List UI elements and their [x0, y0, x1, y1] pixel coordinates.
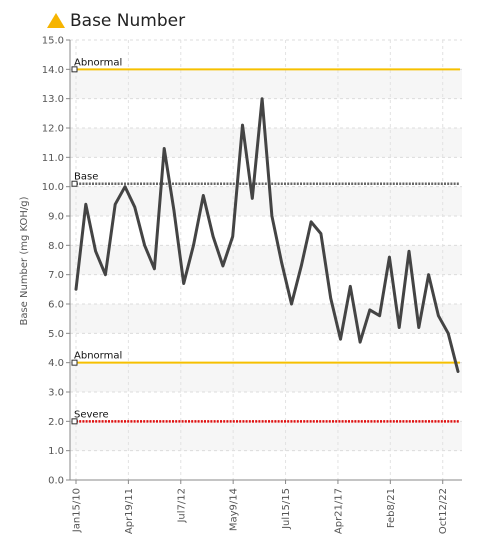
x-tick-label: Jul7/12 [176, 488, 187, 524]
data-point [407, 250, 411, 253]
y-tick-label: 11.0 [42, 153, 64, 164]
data-point [192, 244, 195, 247]
warning-triangle-icon [47, 13, 65, 28]
x-tick-label: May9/14 [229, 488, 240, 531]
series-line [74, 97, 460, 373]
reference-label: Base [74, 172, 98, 183]
data-point [339, 338, 342, 341]
series-group [74, 97, 460, 373]
reference-label: Severe [74, 409, 109, 420]
y-tick-label: 1.0 [48, 446, 64, 457]
y-tick-label: 13.0 [42, 94, 64, 105]
data-point [417, 326, 421, 329]
reference-marker [71, 418, 78, 425]
reference-marker [71, 359, 78, 366]
data-point [123, 185, 127, 188]
reference-label: Abnormal [74, 57, 122, 68]
data-point [309, 220, 313, 224]
data-point [211, 235, 215, 238]
y-tick-label: 9.0 [48, 212, 64, 223]
data-point [202, 194, 205, 197]
x-tick-label: Jan15/10 [72, 488, 83, 533]
data-point [378, 314, 381, 317]
data-point [251, 197, 254, 200]
data-point [133, 206, 136, 209]
data-point [368, 308, 372, 312]
x-tick-label: Jul15/15 [281, 488, 292, 530]
y-axis: 0.0 1.0 2.0 3.0 4.0 5.0 6.0 7.0 8.0 9.0 10.0 11.0 12… [42, 36, 71, 487]
reference-label: Abnormal [74, 351, 122, 362]
data-point [84, 203, 87, 206]
data-point [319, 232, 323, 235]
data-point [74, 288, 78, 291]
y-tick-label: 0.0 [48, 476, 64, 487]
y-tick-label: 3.0 [48, 388, 64, 399]
data-point [447, 332, 450, 335]
data-point [172, 208, 176, 212]
data-point [300, 264, 303, 268]
reference-marker [71, 66, 78, 73]
data-point [221, 264, 225, 268]
x-axis: Jan15/10 Apr19/11 Jul7/12 May9/14 Jul15/15 Ap… [70, 479, 462, 534]
plot-band [70, 69, 462, 99]
y-tick-label: 6.0 [48, 300, 64, 311]
y-tick-label: 2.0 [48, 417, 64, 428]
data-point [104, 273, 107, 276]
data-point [456, 370, 460, 373]
data-point [231, 235, 234, 238]
data-point [349, 285, 352, 288]
data-point [260, 97, 264, 100]
chart-title-group: Base Number [47, 11, 185, 31]
x-tick-label: Apr21/17 [333, 488, 344, 534]
data-point [113, 203, 117, 206]
y-tick-label: 15.0 [42, 36, 64, 47]
data-point [153, 267, 156, 270]
data-point [162, 147, 166, 150]
data-point [427, 273, 430, 276]
data-point [358, 340, 362, 344]
data-point [329, 296, 332, 300]
x-tick-label: Oct12/22 [438, 488, 449, 534]
data-point [270, 214, 274, 218]
chart-title: Base Number [70, 11, 185, 31]
data-point [143, 244, 146, 247]
data-point [182, 282, 185, 285]
data-point [280, 261, 283, 265]
plot-band [70, 421, 462, 451]
y-tick-label: 4.0 [48, 358, 64, 369]
data-point [94, 250, 97, 253]
x-tick-label: Apr19/11 [124, 488, 135, 534]
data-point [290, 302, 293, 306]
data-point [398, 326, 401, 329]
y-tick-label: 14.0 [42, 65, 64, 76]
y-tick-label: 7.0 [48, 270, 64, 281]
plot-band [70, 245, 462, 275]
y-axis-title: Base Number (mg KOH/g) [19, 196, 30, 325]
data-point [437, 314, 440, 317]
x-tick-label: Feb8/21 [386, 488, 397, 528]
reference-marker [71, 180, 78, 187]
plot-band [70, 362, 462, 392]
data-point [388, 255, 391, 259]
y-tick-label: 10.0 [42, 182, 64, 193]
y-tick-label: 8.0 [48, 241, 64, 252]
y-tick-label: 5.0 [48, 329, 64, 340]
data-point [241, 123, 244, 127]
y-tick-label: 12.0 [42, 124, 64, 135]
